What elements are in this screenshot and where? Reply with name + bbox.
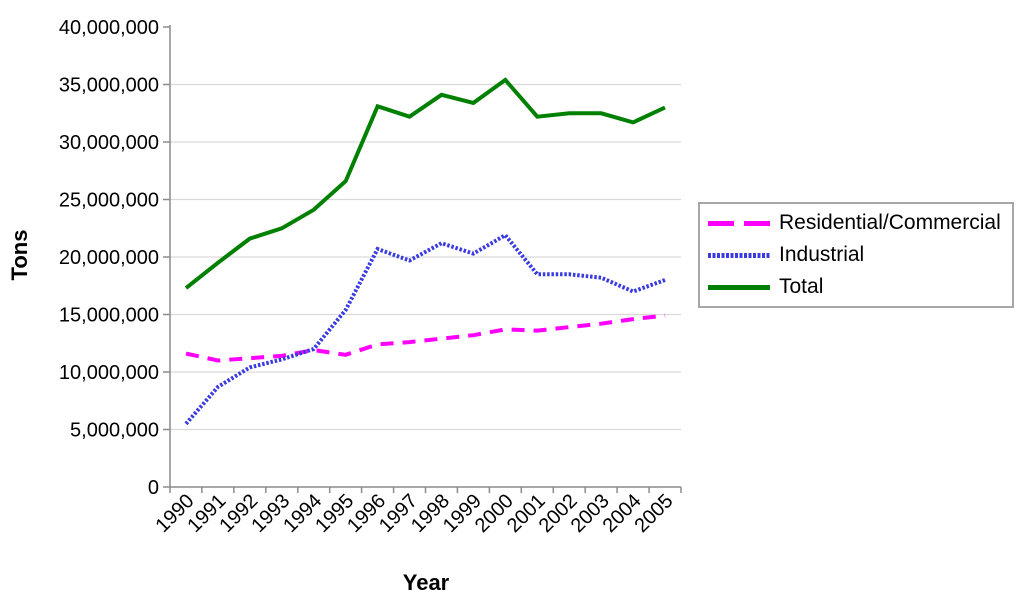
x-tick-label: 2005 — [631, 490, 678, 537]
y-tick-label: 0 — [148, 477, 159, 499]
y-axis-title: Tons — [7, 230, 32, 281]
series-total — [184, 77, 666, 290]
series-residential-commercial — [185, 313, 666, 363]
legend-label-industrial: Industrial — [779, 243, 865, 266]
legend: Residential/Commercial Industrial Total — [698, 202, 1014, 308]
series-industrial — [184, 232, 666, 426]
y-tick-label: 15,000,000 — [59, 305, 159, 327]
legend-item-residential-commercial: Residential/Commercial — [708, 211, 1008, 235]
y-tick-label: 5,000,000 — [70, 420, 159, 442]
legend-item-industrial: Industrial — [708, 243, 1008, 267]
axes-layer — [163, 25, 682, 493]
y-tick-label: 35,000,000 — [59, 75, 159, 97]
legend-label-residential-commercial: Residential/Commercial — [779, 211, 1001, 234]
legend-item-total: Total — [708, 275, 1008, 299]
series-layer — [184, 77, 666, 426]
legend-solid-line-icon — [708, 284, 770, 290]
gridlines-layer — [170, 83, 681, 431]
legend-dashed-line-icon — [708, 220, 770, 226]
y-tick-label: 40,000,000 — [59, 17, 159, 39]
y-tick-label: 30,000,000 — [59, 132, 159, 154]
y-tick-label: 20,000,000 — [59, 247, 159, 269]
x-axis-title: Year — [403, 570, 450, 595]
y-tick-label: 25,000,000 — [59, 190, 159, 212]
tick-labels-layer: 0 5,000,000 10,000,000 15,000,000 20,000,000… — [59, 17, 678, 537]
legend-dotted-line-icon — [708, 252, 770, 258]
y-tick-label: 10,000,000 — [59, 362, 159, 384]
legend-label-total: Total — [779, 275, 824, 298]
